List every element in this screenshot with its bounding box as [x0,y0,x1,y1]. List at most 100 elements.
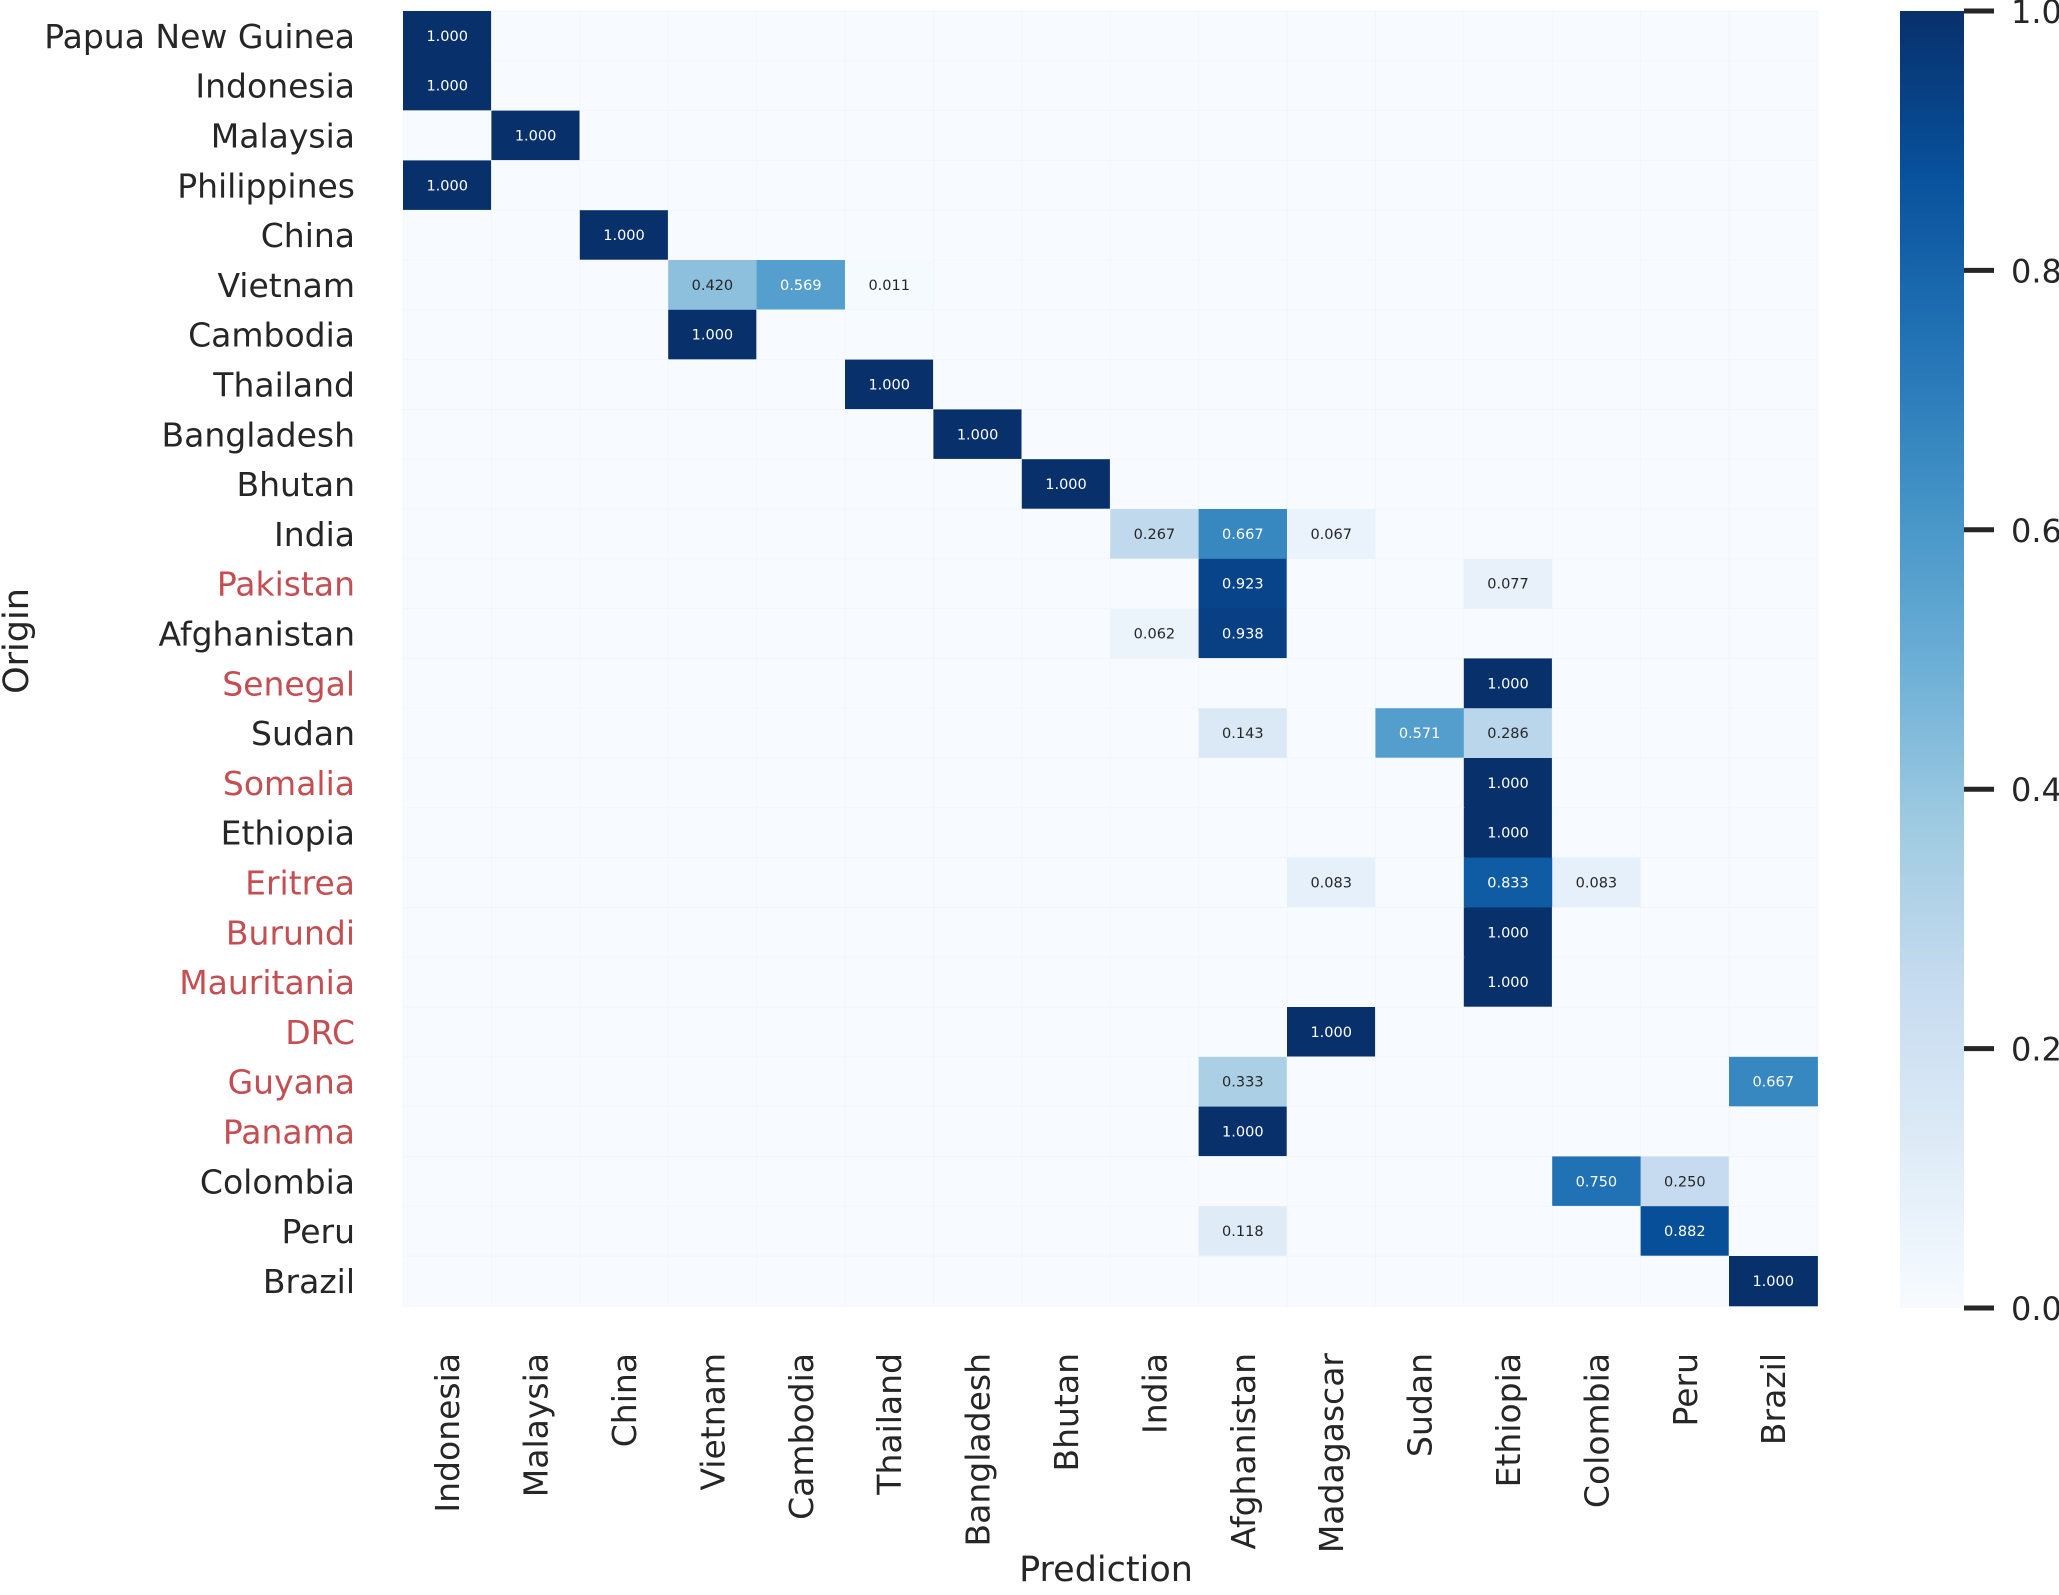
heatmap-cell-empty [933,110,1023,162]
heatmap-cell-value: 1.000 [1310,1025,1352,1041]
heatmap-cell-empty [1021,658,1111,710]
heatmap-cell-empty [1286,160,1377,211]
heatmap-cell-empty [402,707,493,759]
heatmap-cell-empty [1198,409,1288,460]
heatmap-cell-empty [933,160,1023,211]
heatmap-cell-empty [1375,359,1465,411]
y-tick-label: Indonesia [195,67,355,106]
heatmap-cell-empty [1109,1156,1200,1208]
heatmap-cell-empty [579,309,669,361]
heatmap-cell-empty [1198,110,1288,162]
heatmap-cell-empty [402,1205,493,1257]
heatmap-cell [579,210,669,261]
heatmap-cell-empty [667,857,758,909]
heatmap-cell-empty [933,807,1023,859]
heatmap-cell-empty [844,1205,935,1257]
y-axis-tick-labels: Papua New Guinea Indonesia Malaysia Philipp… [44,17,355,1301]
y-tick-label: DRC [285,1013,355,1052]
heatmap-cell-empty [933,10,1023,62]
heatmap-cell-empty [1463,608,1554,660]
heatmap-cell-empty [491,508,581,560]
heatmap-cell-empty [1286,1056,1377,1108]
heatmap-cell-empty [1198,359,1288,411]
heatmap-cell-empty [844,707,935,759]
heatmap-cell-empty [1640,558,1730,610]
heatmap-cell-empty [1109,458,1200,510]
heatmap-cell [1463,957,1553,1008]
heatmap-cell-empty [1021,757,1111,809]
heatmap-cell-empty [667,209,758,261]
heatmap-cell-empty [933,757,1023,809]
heatmap-cell-empty [1728,1205,1819,1257]
heatmap-cell-empty [1728,508,1819,560]
heatmap-cell-empty [756,409,846,460]
y-tick-label: Peru [281,1212,355,1251]
heatmap-cell-empty [756,60,846,112]
heatmap-cell-empty [756,807,846,859]
heatmap-cell-empty [1021,1006,1111,1058]
heatmap-cell-empty [1286,707,1377,759]
heatmap-cell-empty [1021,1106,1111,1158]
heatmap-cell-empty [579,458,669,510]
heatmap-cell-value: 0.062 [1134,627,1176,643]
heatmap-cell-empty [1640,160,1730,211]
heatmap-cell-empty [1021,508,1111,560]
y-axis-title: Origin [0,588,37,694]
heatmap-cell-empty [491,209,581,261]
x-tick-label: Afghanistan [1224,1353,1263,1549]
heatmap-cell-empty [1021,1056,1111,1108]
heatmap-cell-empty [1286,658,1377,710]
heatmap-cell-empty [1551,359,1642,411]
heatmap-cell-empty [402,1255,493,1307]
heatmap-cell-empty [579,259,669,311]
heatmap-cell-empty [1021,907,1111,959]
heatmap-cell [1375,708,1465,759]
y-tick-label: Eritrea [245,864,355,903]
heatmap-cell-empty [1198,757,1288,809]
heatmap-cell-empty [1640,1255,1730,1307]
heatmap-cell-empty [579,1056,669,1108]
heatmap-cell-empty [1375,160,1465,211]
heatmap-cell-empty [1198,907,1288,959]
heatmap-cell [845,260,934,311]
heatmap-cell-empty [1286,1205,1377,1257]
heatmap-cell-empty [1463,1006,1554,1058]
heatmap-cell-empty [491,160,581,211]
heatmap-cell-empty [1375,907,1465,959]
heatmap-cell-empty [1463,359,1554,411]
heatmap-cell-empty [1728,658,1819,710]
heatmap-cell-empty [933,956,1023,1008]
y-tick-label: Panama [223,1113,355,1152]
heatmap-cell-empty [402,658,493,710]
heatmap-cell-empty [1021,707,1111,759]
heatmap-cell-empty [1286,110,1377,162]
heatmap-cell-empty [1463,1056,1554,1108]
heatmap-cell-empty [844,757,935,809]
heatmap-cell-empty [1375,409,1465,460]
heatmap-cell-empty [1551,608,1642,660]
heatmap-cell-empty [1286,409,1377,460]
heatmap-cell-empty [933,1156,1023,1208]
heatmap-cell-empty [1640,309,1730,361]
heatmap-cell-empty [844,160,935,211]
heatmap-cell-empty [1640,209,1730,261]
y-tick-label: Brazil [263,1262,355,1301]
heatmap-cell-empty [1463,458,1554,510]
heatmap-cell-empty [756,1255,846,1307]
heatmap-cell [1287,509,1376,560]
heatmap-cell-empty [756,309,846,361]
heatmap-cell-empty [402,309,493,361]
heatmap-cell-empty [1551,508,1642,560]
heatmap-cell-empty [1551,160,1642,211]
heatmap-cell-empty [1286,60,1377,112]
x-tick-label: Thailand [870,1353,909,1496]
heatmap-cell [1463,907,1553,958]
heatmap-cell [668,260,758,311]
heatmap-cell-empty [402,508,493,560]
heatmap-cell [491,110,581,161]
heatmap-cell-empty [933,707,1023,759]
heatmap-cell-value: 0.833 [1487,876,1529,892]
y-tick-label: Vietnam [217,266,355,305]
heatmap-cell-empty [491,608,581,660]
heatmap-cell-empty [1728,707,1819,759]
